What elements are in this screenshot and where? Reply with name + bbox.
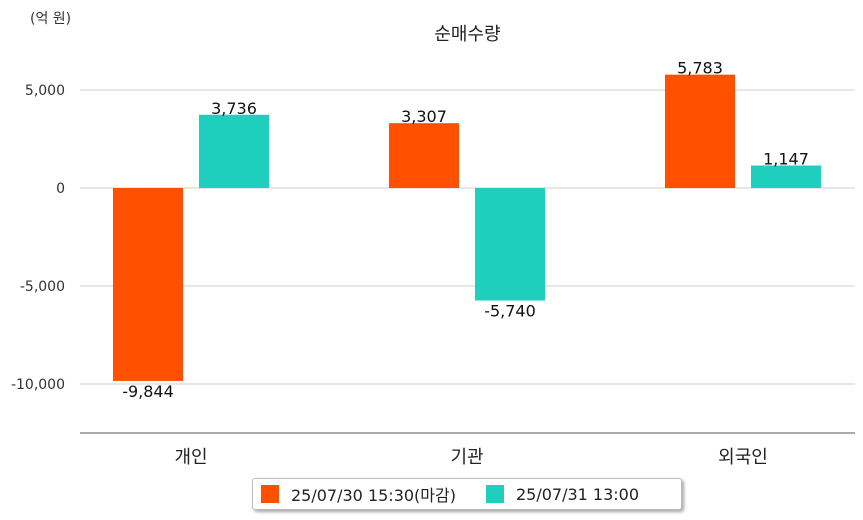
- data-label-2-2: -5,740: [484, 302, 536, 321]
- legend-item-series-2[interactable]: 25/07/31 13:00: [485, 484, 640, 504]
- bar-1-1[interactable]: [113, 188, 183, 381]
- unit-label: (억 원): [30, 11, 72, 27]
- legend-label-series-2: 25/07/31 13:00: [515, 484, 640, 504]
- data-label-2-1: 3,736: [211, 99, 257, 118]
- chart-title: 순매수량: [434, 24, 501, 45]
- y-tick-label: 5,000: [25, 83, 65, 99]
- data-labels: -9,844 3,736 3,307 -5,740 5,783 1,147: [122, 59, 809, 401]
- data-label-1-3: 5,783: [677, 59, 723, 78]
- bar-2-1[interactable]: [199, 114, 269, 188]
- y-axis: 5,000 0 -5,000 -10,000: [11, 83, 65, 393]
- legend-swatch-series-1: [261, 485, 279, 503]
- legend-swatch-series-2: [485, 485, 504, 503]
- x-tick-label: 개인: [174, 447, 207, 468]
- legend-label-series-1: 25/07/30 15:30(마감): [291, 486, 456, 505]
- bar-chart: 5,000 0 -5,000 -10,000 -9,844 3,736 3,307 -5,7…: [11, 59, 855, 468]
- bars: [113, 74, 821, 381]
- bar-1-3[interactable]: [665, 74, 735, 188]
- data-label-2-3: 1,147: [763, 150, 809, 169]
- data-label-1-2: 3,307: [401, 107, 447, 126]
- x-axis: 개인 기관 외국인: [80, 432, 855, 468]
- x-tick-label: 기관: [450, 447, 483, 468]
- legend-item-series-1[interactable]: 25/07/30 15:30(마감): [261, 482, 456, 506]
- bar-2-3[interactable]: [751, 165, 821, 188]
- legend: 25/07/30 15:30(마감) 25/07/31 13:00: [252, 478, 682, 510]
- y-tick-label: -5,000: [20, 279, 65, 295]
- data-label-1-1: -9,844: [122, 382, 174, 401]
- y-tick-label: 0: [56, 181, 65, 197]
- bar-1-2[interactable]: [389, 123, 459, 188]
- grid-lines: [80, 89, 855, 385]
- x-tick-label: 외국인: [718, 447, 768, 468]
- bar-2-2[interactable]: [475, 188, 545, 301]
- y-tick-label: -10,000: [11, 377, 65, 393]
